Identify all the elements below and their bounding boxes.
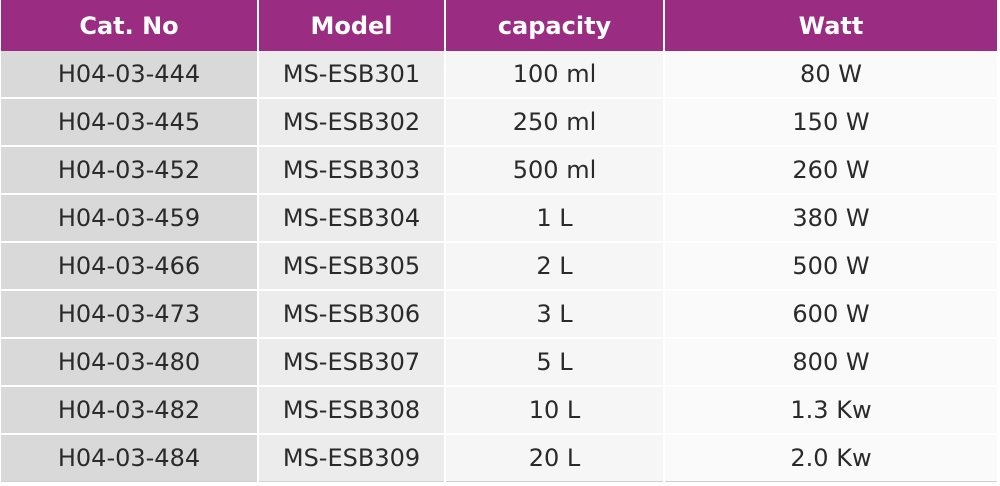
cell-capacity: 1 L <box>445 194 665 243</box>
header-capacity: capacity <box>445 0 665 51</box>
table-header: Cat. No Model capacity Watt <box>1 0 997 51</box>
header-watt: Watt <box>664 0 997 51</box>
table-row: H04-03-484 MS-ESB309 20 L 2.0 Kw <box>1 434 997 482</box>
cell-watt: 1.3 Kw <box>664 386 997 435</box>
cell-watt: 260 W <box>664 146 997 195</box>
cell-model: MS-ESB309 <box>258 434 446 482</box>
table-row: H04-03-452 MS-ESB303 500 ml 260 W <box>1 146 997 195</box>
cell-capacity: 500 ml <box>445 146 665 195</box>
cell-cat-no: H04-03-444 <box>1 51 259 99</box>
cell-model: MS-ESB301 <box>258 51 446 99</box>
cell-model: MS-ESB308 <box>258 386 446 435</box>
cell-cat-no: H04-03-484 <box>1 434 259 482</box>
cell-watt: 150 W <box>664 98 997 147</box>
cell-cat-no: H04-03-480 <box>1 338 259 387</box>
cell-cat-no: H04-03-452 <box>1 146 259 195</box>
cell-capacity: 250 ml <box>445 98 665 147</box>
table-row: H04-03-445 MS-ESB302 250 ml 150 W <box>1 98 997 147</box>
table-row: H04-03-480 MS-ESB307 5 L 800 W <box>1 338 997 387</box>
cell-capacity: 10 L <box>445 386 665 435</box>
cell-model: MS-ESB305 <box>258 242 446 291</box>
cell-cat-no: H04-03-445 <box>1 98 259 147</box>
cell-capacity: 3 L <box>445 290 665 339</box>
cell-model: MS-ESB304 <box>258 194 446 243</box>
cell-cat-no: H04-03-466 <box>1 242 259 291</box>
cell-cat-no: H04-03-459 <box>1 194 259 243</box>
header-row: Cat. No Model capacity Watt <box>1 0 997 51</box>
table-body: H04-03-444 MS-ESB301 100 ml 80 W H04-03-… <box>1 51 997 482</box>
table-row: H04-03-466 MS-ESB305 2 L 500 W <box>1 242 997 291</box>
cell-watt: 80 W <box>664 51 997 99</box>
cell-model: MS-ESB307 <box>258 338 446 387</box>
cell-model: MS-ESB306 <box>258 290 446 339</box>
cell-model: MS-ESB303 <box>258 146 446 195</box>
cell-cat-no: H04-03-473 <box>1 290 259 339</box>
header-cat-no: Cat. No <box>1 0 259 51</box>
cell-watt: 800 W <box>664 338 997 387</box>
cell-watt: 2.0 Kw <box>664 434 997 482</box>
table-row: H04-03-482 MS-ESB308 10 L 1.3 Kw <box>1 386 997 435</box>
cell-watt: 500 W <box>664 242 997 291</box>
cell-capacity: 20 L <box>445 434 665 482</box>
cell-watt: 380 W <box>664 194 997 243</box>
header-model: Model <box>258 0 446 51</box>
table-row: H04-03-473 MS-ESB306 3 L 600 W <box>1 290 997 339</box>
cell-capacity: 2 L <box>445 242 665 291</box>
cell-cat-no: H04-03-482 <box>1 386 259 435</box>
cell-model: MS-ESB302 <box>258 98 446 147</box>
cell-watt: 600 W <box>664 290 997 339</box>
cell-capacity: 5 L <box>445 338 665 387</box>
table-row: H04-03-459 MS-ESB304 1 L 380 W <box>1 194 997 243</box>
table-row: H04-03-444 MS-ESB301 100 ml 80 W <box>1 51 997 99</box>
cell-capacity: 100 ml <box>445 51 665 99</box>
